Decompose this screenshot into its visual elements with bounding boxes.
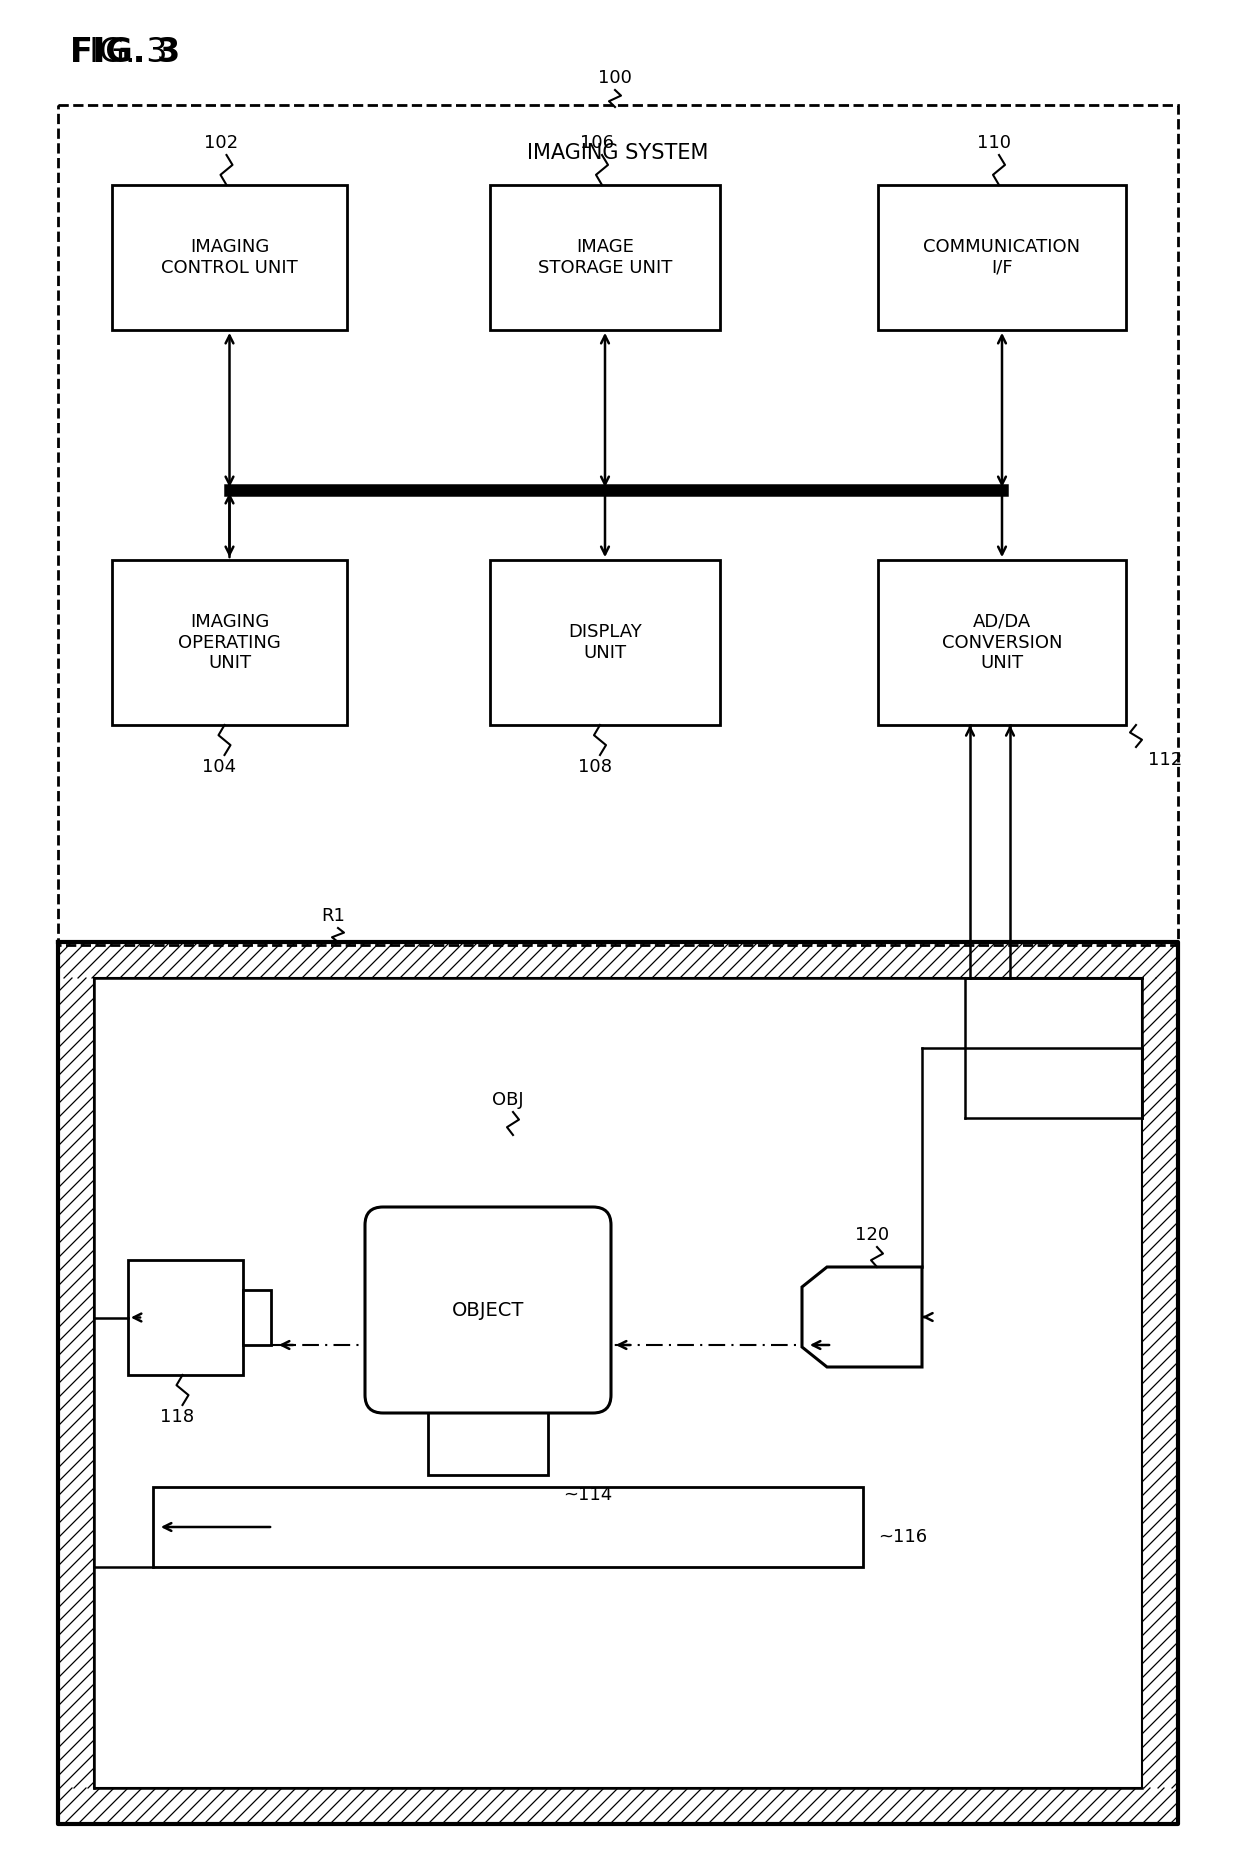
Text: 108: 108 [578, 758, 613, 777]
Text: FIG. 3: FIG. 3 [69, 36, 167, 69]
Bar [153, 1486, 863, 1567]
Text: ~114: ~114 [563, 1486, 613, 1503]
Text: R1: R1 [321, 908, 345, 925]
Text: IMAGING
OPERATING
UNIT: IMAGING OPERATING UNIT [179, 612, 281, 672]
Text: IMAGING
CONTROL UNIT: IMAGING CONTROL UNIT [161, 238, 298, 277]
Text: OBJECT: OBJECT [451, 1301, 525, 1320]
Text: 100: 100 [598, 69, 632, 86]
Text: 112: 112 [1148, 751, 1182, 769]
Text: 120: 120 [854, 1226, 889, 1245]
Text: IMAGE
STORAGE UNIT: IMAGE STORAGE UNIT [538, 238, 672, 277]
Text: 106: 106 [580, 135, 614, 152]
Bar [112, 185, 347, 329]
Text: 118: 118 [160, 1408, 195, 1426]
Text: FIG. 3: FIG. 3 [69, 36, 180, 69]
Bar [878, 560, 1126, 724]
Bar [58, 105, 1178, 945]
Bar [243, 1290, 272, 1344]
Bar [490, 185, 720, 329]
Bar [128, 1260, 243, 1376]
Text: 110: 110 [977, 135, 1011, 152]
Text: ~116: ~116 [878, 1528, 928, 1546]
Text: AD/DA
CONVERSION
UNIT: AD/DA CONVERSION UNIT [941, 612, 1063, 672]
FancyBboxPatch shape [365, 1207, 611, 1413]
Bar [490, 560, 720, 724]
Bar [878, 185, 1126, 329]
Text: OBJ: OBJ [492, 1091, 523, 1108]
Bar [112, 560, 347, 724]
Text: COMMUNICATION
I/F: COMMUNICATION I/F [924, 238, 1080, 277]
Text: 102: 102 [205, 135, 238, 152]
Text: DISPLAY
UNIT: DISPLAY UNIT [568, 623, 642, 663]
Polygon shape [802, 1267, 923, 1367]
Text: 104: 104 [202, 758, 237, 777]
Bar [428, 1400, 548, 1475]
Text: IMAGING SYSTEM: IMAGING SYSTEM [527, 142, 709, 163]
